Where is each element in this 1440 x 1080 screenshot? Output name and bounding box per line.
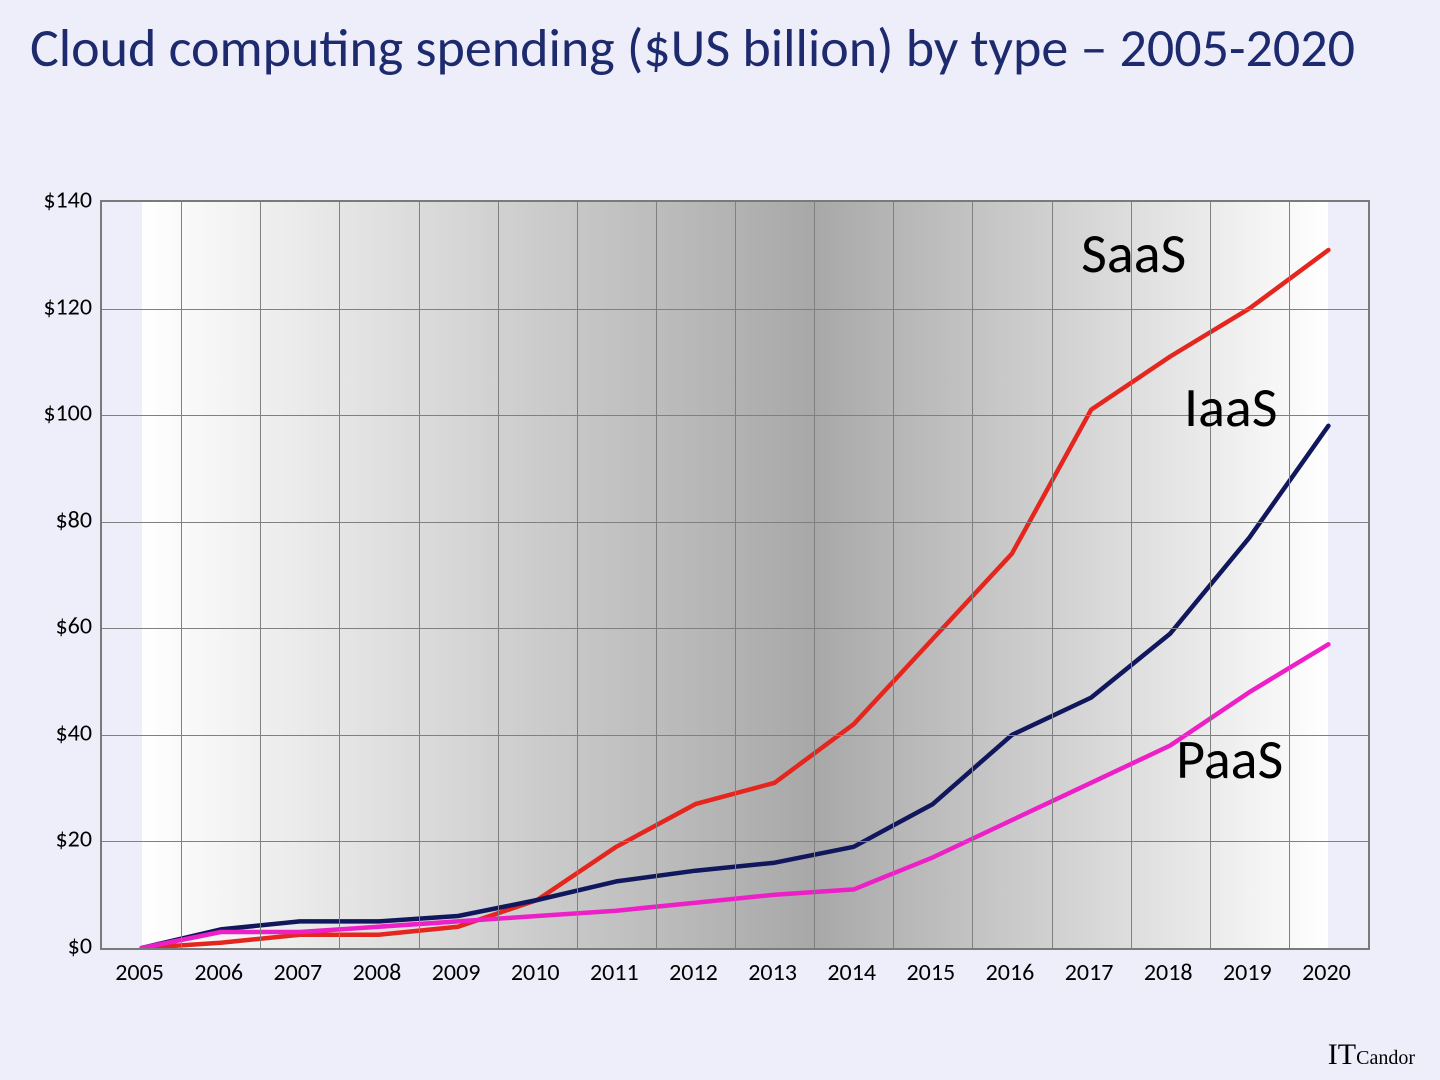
x-axis-label: 2007 <box>273 958 322 987</box>
gridline-vertical <box>893 202 894 948</box>
y-axis-label: $120 <box>30 292 92 321</box>
chart-area: $0$20$40$60$80$100$120$14020052006200720… <box>30 190 1390 1000</box>
gridline-vertical <box>1131 202 1132 948</box>
gridline-vertical <box>972 202 973 948</box>
gridline-vertical <box>498 202 499 948</box>
x-axis-label: 2020 <box>1302 958 1351 987</box>
series-label-iaas: IaaS <box>1184 374 1278 442</box>
x-axis-label: 2013 <box>748 958 797 987</box>
y-axis-label: $60 <box>30 612 92 641</box>
y-axis-label: $140 <box>30 186 92 215</box>
gridline-vertical <box>260 202 261 948</box>
x-axis-label: 2017 <box>1065 958 1114 987</box>
y-axis-label: $0 <box>30 932 92 961</box>
series-label-saas: SaaS <box>1081 220 1186 288</box>
gridline-vertical <box>814 202 815 948</box>
x-axis-label: 2016 <box>986 958 1035 987</box>
y-axis-label: $40 <box>30 718 92 747</box>
plot-area <box>100 200 1370 950</box>
gridline-vertical <box>181 202 182 948</box>
x-axis-label: 2014 <box>827 958 876 987</box>
y-axis-label: $80 <box>30 505 92 534</box>
x-axis-label: 2008 <box>353 958 402 987</box>
gridline-vertical <box>577 202 578 948</box>
x-axis-label: 2009 <box>432 958 481 987</box>
watermark-suffix: Candor <box>1356 1047 1415 1069</box>
x-axis-label: 2019 <box>1223 958 1272 987</box>
gridline-vertical <box>1210 202 1211 948</box>
gridline-vertical <box>1052 202 1053 948</box>
x-axis-label: 2005 <box>115 958 164 987</box>
x-axis-label: 2015 <box>906 958 955 987</box>
watermark-logo: ITCandor <box>1328 1038 1415 1072</box>
x-axis-label: 2012 <box>669 958 718 987</box>
gridline-vertical <box>1289 202 1290 948</box>
x-axis-label: 2006 <box>194 958 243 987</box>
chart-title: Cloud computing spending ($US billion) b… <box>30 15 1410 83</box>
gridline-vertical <box>735 202 736 948</box>
y-axis-label: $20 <box>30 825 92 854</box>
watermark-prefix: IT <box>1328 1038 1356 1071</box>
y-axis-label: $100 <box>30 399 92 428</box>
x-axis-label: 2011 <box>590 958 639 987</box>
x-axis-label: 2018 <box>1144 958 1193 987</box>
x-axis-label: 2010 <box>511 958 560 987</box>
series-label-paas: PaaS <box>1176 726 1283 794</box>
gridline-vertical <box>339 202 340 948</box>
gridline-vertical <box>656 202 657 948</box>
gridline-vertical <box>419 202 420 948</box>
